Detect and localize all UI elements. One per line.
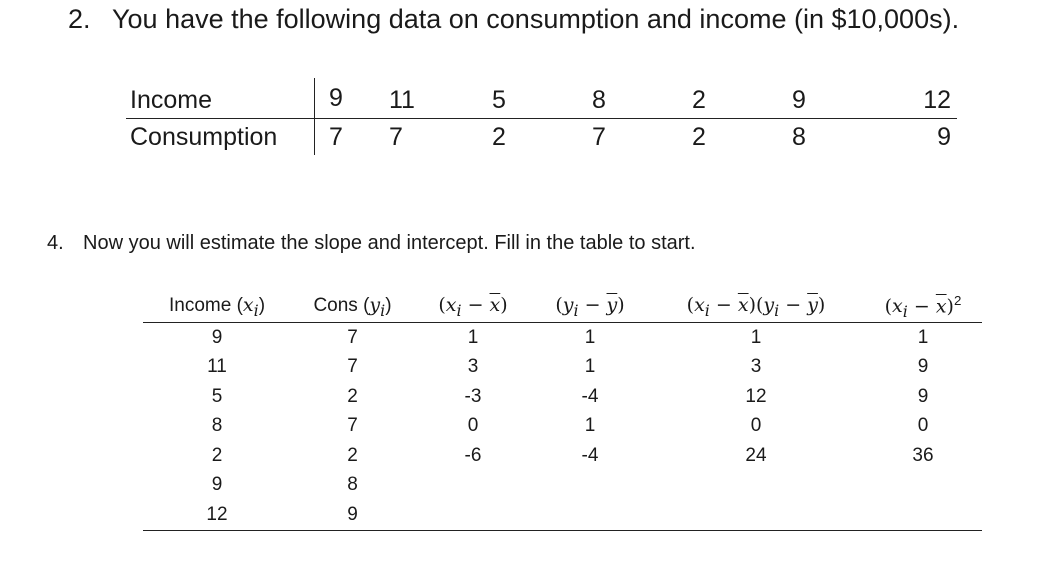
table-row: 8 7 0 1 0 0 — [143, 412, 982, 442]
table-cell: 7 — [592, 122, 606, 151]
table-cell: 11 — [389, 85, 415, 114]
table-cell: 1 — [584, 415, 596, 437]
table-cell: 9 — [937, 122, 951, 151]
table-cell: 2 — [692, 85, 706, 114]
table-cell: 36 — [912, 444, 934, 466]
row-label: Income — [130, 85, 212, 114]
table-header-row: Income (xi) Cons (yi) (xi − x) (yi − y) … — [143, 292, 982, 323]
table-cell: 8 — [792, 122, 806, 151]
header-y-deviation: (yi − y) — [532, 292, 648, 323]
table-cell: 12 — [923, 85, 951, 114]
table-cell: 1 — [750, 326, 762, 348]
table-cell: 1 — [584, 326, 596, 348]
table-row: 9 7 1 1 1 1 — [143, 323, 982, 353]
question-number: 2. — [68, 4, 91, 34]
table-cell: -3 — [464, 385, 482, 407]
question-4-heading: 4. Now you will estimate the slope and in… — [47, 232, 696, 255]
question-2-heading: 2. You have the following data on consump… — [68, 4, 959, 35]
table-row: 11 7 3 1 3 9 — [143, 353, 982, 383]
table-cell: 7 — [347, 415, 358, 437]
table-cell: 12 — [745, 385, 767, 407]
table-cell: 2 — [692, 122, 706, 151]
table-cell: 5 — [211, 385, 223, 407]
table-cell: 9 — [917, 385, 929, 407]
header-cons: Cons (yi) — [291, 292, 414, 323]
table-cell: 24 — [745, 444, 767, 466]
header-x-deviation: (xi − x) — [414, 292, 532, 323]
table-cell: 8 — [347, 474, 358, 496]
table-cell: 0 — [467, 415, 479, 437]
table-cell: -6 — [464, 444, 482, 466]
income-row: Income 9 11 5 8 2 9 12 — [126, 78, 957, 119]
question-text: You have the following data on consumpti… — [112, 4, 960, 34]
table-cell: 9 — [211, 474, 223, 496]
table-cell — [532, 471, 648, 501]
table-row: 2 2 -6 -4 24 36 — [143, 441, 982, 471]
table-cell: 2 — [347, 385, 358, 407]
table-cell: 12 — [143, 500, 291, 531]
table-cell: -4 — [581, 444, 599, 466]
data-table: Income 9 11 5 8 2 9 12 Consumption 7 7 2… — [126, 78, 957, 155]
question-text: Now you will estimate the slope and inte… — [83, 232, 696, 254]
table-cell — [648, 471, 864, 501]
table-cell: 9 — [917, 356, 929, 378]
table-cell: 1 — [584, 356, 596, 378]
table-cell — [864, 471, 982, 501]
table-cell: 7 — [314, 119, 359, 155]
table-cell — [532, 500, 648, 531]
consumption-row: Consumption 7 7 2 7 2 8 9 — [126, 119, 957, 155]
table-row: 12 9 — [143, 500, 982, 531]
table-cell — [414, 500, 532, 531]
question-number: 4. — [47, 232, 64, 254]
table-cell: 11 — [207, 356, 227, 378]
table-cell: 1 — [467, 326, 479, 348]
table-cell: 2 — [211, 444, 223, 466]
table-cell: 9 — [314, 78, 359, 118]
table-cell: 0 — [917, 415, 929, 437]
table-cell: 3 — [750, 356, 762, 378]
table-cell: 8 — [592, 85, 606, 114]
table-cell: 5 — [492, 85, 506, 114]
table-cell: 0 — [750, 415, 762, 437]
table-cell — [864, 500, 982, 531]
table-cell: 8 — [211, 415, 223, 437]
table-cell: 7 — [389, 122, 403, 151]
table-cell — [414, 471, 532, 501]
header-cross-product: (xi − x)(yi − y) — [648, 292, 864, 323]
table-cell: 3 — [467, 356, 479, 378]
table-cell: 2 — [492, 122, 506, 151]
table-cell: 9 — [792, 85, 806, 114]
table-cell: 1 — [917, 326, 929, 348]
header-income: Income (xi) — [143, 292, 291, 323]
worksheet-table: Income (xi) Cons (yi) (xi − x) (yi − y) … — [143, 292, 982, 531]
table-cell: -4 — [581, 385, 599, 407]
table-cell: 9 — [291, 500, 414, 531]
table-cell: 7 — [347, 356, 358, 378]
table-cell — [648, 500, 864, 531]
row-label: Consumption — [130, 122, 278, 151]
table-cell: 9 — [211, 326, 223, 348]
header-x-squared: (xi − x)2 — [864, 292, 982, 323]
table-cell: 2 — [347, 444, 358, 466]
table-cell: 7 — [347, 326, 358, 348]
table-row: 5 2 -3 -4 12 9 — [143, 382, 982, 412]
